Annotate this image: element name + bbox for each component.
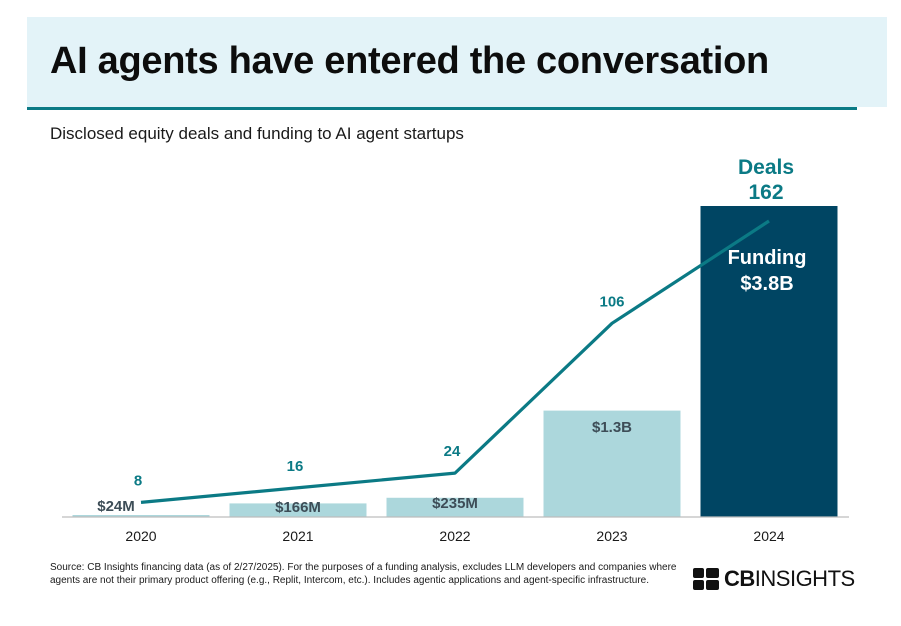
deals-annotation-title: Deals — [738, 156, 794, 179]
deals-annotation-value: 162 — [748, 181, 783, 204]
deals-line — [140, 219, 770, 504]
funding-annotation-value: $3.8B — [740, 273, 793, 295]
x-tick-label: 2022 — [439, 528, 470, 544]
header-divider — [27, 107, 857, 110]
funding-bar — [72, 515, 210, 517]
funding-data-label: $166M — [275, 499, 321, 516]
header-band — [27, 17, 887, 107]
chart-subtitle: Disclosed equity deals and funding to AI… — [50, 124, 464, 143]
funding-bar — [229, 503, 367, 517]
cb-insights-mark-icon — [693, 568, 719, 590]
funding-bar — [700, 206, 838, 517]
funding-deals-chart: 2020 2021 2022 2023 2024 $24M $166M $235M $1.3B 8… — [62, 156, 849, 544]
funding-bar — [543, 410, 681, 517]
x-tick-label: 2020 — [125, 528, 156, 544]
source-note: Source: CB Insights financing data (as o… — [50, 562, 677, 586]
funding-data-label: $1.3B — [592, 419, 632, 436]
funding-data-label: $24M — [97, 498, 135, 515]
deals-data-label: 16 — [287, 458, 304, 475]
funding-data-label: $235M — [432, 495, 478, 512]
page-title: AI agents have entered the conversation — [50, 40, 769, 82]
funding-bar — [386, 497, 524, 517]
deals-data-label: 106 — [599, 293, 624, 310]
funding-annotation-title: Funding — [728, 247, 807, 269]
logo-wordmark: CBINSIGHTS — [724, 566, 855, 591]
deals-data-label: 8 — [134, 472, 142, 489]
x-tick-label: 2023 — [596, 528, 627, 544]
x-tick-label: 2021 — [282, 528, 313, 544]
deals-data-label: 24 — [444, 443, 461, 460]
cb-insights-logo: CBINSIGHTS — [693, 566, 855, 592]
x-tick-label: 2024 — [753, 528, 784, 544]
